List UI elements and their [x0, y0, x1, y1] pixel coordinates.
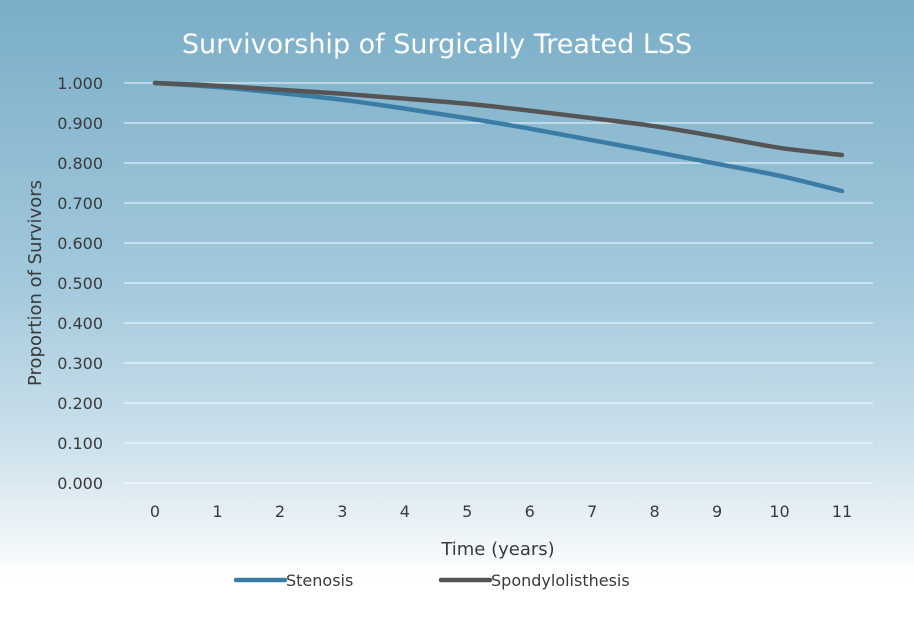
y-axis-title: Proportion of Survivors: [25, 180, 46, 386]
y-tick-label: 1.000: [57, 74, 103, 93]
x-tick-labels: 0 1 2 3 4 5 6 7 8 9 10 11: [150, 502, 852, 521]
legend-label-stenosis: Stenosis: [286, 571, 353, 590]
gridlines: [124, 82, 873, 484]
x-tick-label: 1: [212, 502, 222, 521]
x-tick-label: 9: [712, 502, 722, 521]
y-tick-label: 0.600: [57, 234, 103, 253]
y-tick-label: 0.500: [57, 274, 103, 293]
y-tick-label: 0.100: [57, 434, 103, 453]
y-tick-label: 0.200: [57, 394, 103, 413]
x-axis-title: Time (years): [440, 539, 554, 560]
x-tick-label: 0: [150, 502, 160, 521]
x-tick-label: 2: [275, 502, 285, 521]
x-tick-label: 10: [769, 502, 789, 521]
x-tick-label: 3: [337, 502, 347, 521]
legend-label-spondylolisthesis: Spondylolisthesis: [491, 571, 630, 590]
series-line-spondylolisthesis: [152, 80, 845, 158]
x-tick-label: 5: [462, 502, 472, 521]
y-tick-label: 0.000: [57, 474, 103, 493]
x-tick-label: 6: [525, 502, 535, 521]
series-line-stenosis: [152, 80, 845, 194]
x-tick-label: 11: [832, 502, 852, 521]
y-tick-label: 0.800: [57, 154, 103, 173]
x-tick-label: 8: [650, 502, 660, 521]
y-tick-label: 0.700: [57, 194, 103, 213]
series-lines: [152, 80, 845, 194]
legend: Stenosis Spondylolisthesis: [233, 571, 630, 590]
y-tick-label: 0.300: [57, 354, 103, 373]
y-tick-label: 0.900: [57, 114, 103, 133]
chart-title: Survivorship of Surgically Treated LSS: [182, 29, 692, 60]
y-tick-label: 0.400: [57, 314, 103, 333]
x-tick-label: 4: [400, 502, 410, 521]
x-tick-label: 7: [587, 502, 597, 521]
y-tick-labels: 0.000 0.100 0.200 0.300 0.400 0.500 0.600 0.700…: [57, 74, 103, 493]
